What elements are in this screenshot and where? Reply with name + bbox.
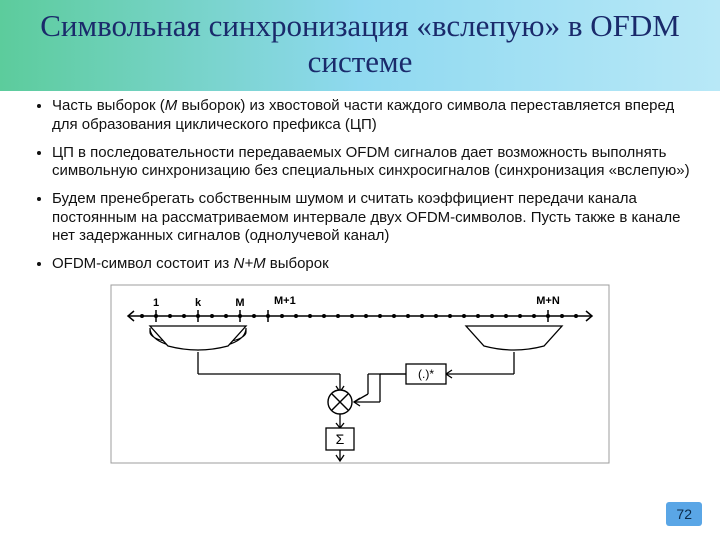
axis-label-mpn: M+N <box>536 295 560 307</box>
bullet-item: Часть выборок (М выборок) из хвостовой ч… <box>52 97 690 134</box>
bullet-text: Будем пренебрегать собственным шумом и с… <box>52 190 680 244</box>
title-bar: Символьная синхронизация «вслепую» в OFD… <box>0 0 720 91</box>
bullet-text-post: выборок <box>266 255 329 272</box>
bullet-item: OFDM-символ состоит из N+M выборок <box>52 255 690 273</box>
diagram-container: 1 k M M+1 M+N <box>110 284 610 464</box>
bullet-list: Часть выборок (М выборок) из хвостовой ч… <box>30 97 690 273</box>
ofdm-diagram: 1 k M M+1 M+N <box>110 284 610 464</box>
bullet-text-pre: Часть выборок ( <box>52 97 165 114</box>
slide-title: Символьная синхронизация «вслепую» в OFD… <box>20 8 700 79</box>
axis-label-k: k <box>195 297 202 309</box>
sum-label: Σ <box>336 431 345 447</box>
bullet-text-pre: OFDM-символ состоит из <box>52 255 233 272</box>
page-number-badge: 72 <box>666 502 702 526</box>
bullet-text-italic: N+M <box>233 255 265 272</box>
bullet-text-italic: М <box>165 97 178 114</box>
bullet-text: ЦП в последовательности передаваемых OFD… <box>52 144 690 179</box>
axis-label-mp1: M+1 <box>274 295 296 307</box>
axis-label-m: M <box>235 297 244 309</box>
axis-label-1: 1 <box>153 297 159 309</box>
slide: Символьная синхронизация «вслепую» в OFD… <box>0 0 720 540</box>
bullet-item: ЦП в последовательности передаваемых OFD… <box>52 144 690 181</box>
content-area: Часть выборок (М выборок) из хвостовой ч… <box>0 91 720 463</box>
conj-label: (.)* <box>418 367 434 381</box>
bullet-item: Будем пренебрегать собственным шумом и с… <box>52 190 690 245</box>
page-number: 72 <box>676 506 692 522</box>
